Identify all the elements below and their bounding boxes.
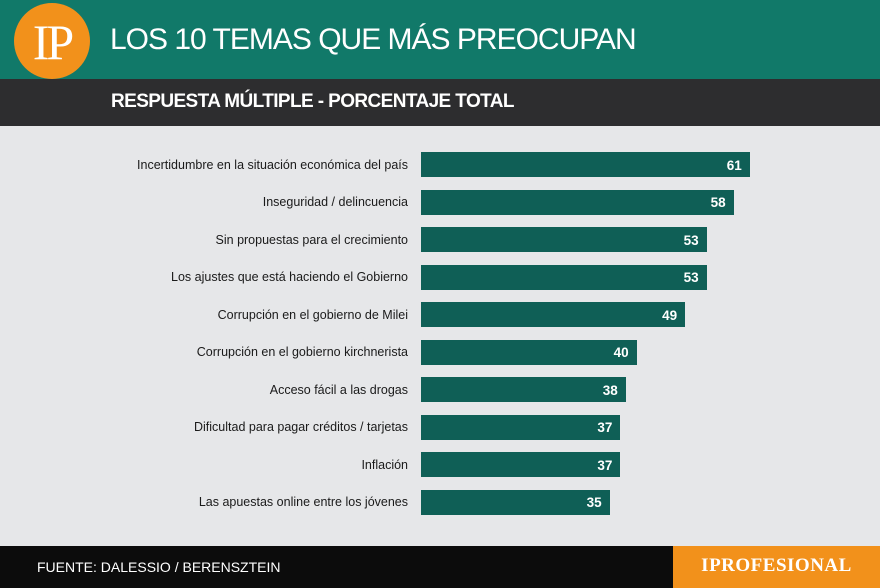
bar	[421, 227, 707, 252]
value-label: 38	[602, 382, 618, 398]
value-label: 53	[683, 270, 699, 285]
category-label: Sin propuestas para el crecimiento	[215, 232, 408, 247]
page-subtitle: RESPUESTA MÚLTIPLE - PORCENTAJE TOTAL	[111, 91, 514, 112]
bar	[421, 302, 686, 327]
bar	[421, 377, 626, 402]
bar	[421, 489, 610, 515]
value-label: 37	[597, 420, 613, 435]
subheader-bar	[0, 79, 880, 126]
value-label: 58	[710, 195, 726, 210]
category-label: Corrupción en el gobierno kirchnerista	[196, 345, 408, 359]
brand-box	[673, 546, 880, 588]
bar	[421, 264, 707, 290]
bar-chart: Incertidumbre en la situación económica …	[0, 126, 880, 546]
value-label: 53	[683, 232, 699, 248]
bar	[421, 339, 637, 365]
page-title: LOS 10 TEMAS QUE MÁS PREOCUPAN	[110, 23, 637, 56]
logo-text: IP	[32, 14, 75, 70]
ip-logo: IP	[14, 3, 90, 79]
brand-logo: IPROFESIONAL	[701, 555, 852, 576]
bar	[421, 152, 750, 177]
bar	[421, 452, 621, 477]
category-label: Las apuestas online entre los jóvenes	[198, 495, 408, 509]
value-label: 35	[586, 495, 602, 510]
source-note: FUENTE: DALESSIO / BERENSZTEIN	[37, 559, 281, 575]
value-label: 37	[597, 457, 613, 473]
category-label: Acceso fácil a las drogas	[269, 382, 408, 397]
category-label: Corrupción en el gobierno de Milei	[217, 307, 408, 322]
value-label: 61	[726, 157, 742, 173]
value-label: 49	[662, 307, 678, 323]
category-label: Los ajustes que está haciendo el Gobiern…	[171, 270, 408, 284]
value-label: 40	[613, 345, 629, 360]
category-label: Incertidumbre en la situación económica …	[137, 157, 408, 172]
bar	[421, 414, 621, 440]
bar	[421, 189, 734, 215]
category-label: Inflación	[361, 457, 408, 472]
category-label: Dificultad para pagar créditos / tarjeta…	[194, 420, 408, 434]
header-bar	[0, 0, 880, 79]
category-label: Inseguridad / delincuencia	[262, 195, 408, 209]
